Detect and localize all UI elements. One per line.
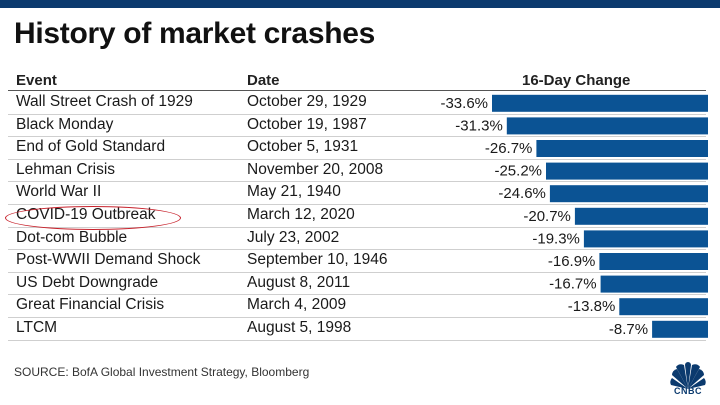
event-name: End of Gold Standard — [16, 138, 166, 156]
row-separator — [8, 136, 706, 138]
event-date: October 29, 1929 — [247, 93, 367, 110]
top-accent-bar — [0, 0, 720, 8]
event-name: Post-WWII Demand Shock — [16, 251, 201, 269]
bar — [652, 320, 708, 338]
column-header-date: Date — [247, 72, 280, 89]
event-date: May 21, 1940 — [247, 183, 341, 201]
bar-value-label: -26.7% — [485, 140, 533, 157]
table-row: End of Gold Standard October 5, 1931 — [8, 136, 706, 159]
table-row: Black Monday October 19, 1987 — [8, 114, 706, 137]
event-name: Wall Street Crash of 1929 — [16, 93, 193, 110]
event-date: March 12, 2020 — [247, 206, 355, 223]
bar-value-label: -16.7% — [549, 276, 597, 293]
bar — [599, 253, 708, 270]
bar — [574, 207, 708, 225]
row-separator — [8, 249, 706, 251]
event-name: LTCM — [16, 319, 58, 336]
column-header-change: 16-Day Change — [522, 72, 631, 89]
table-row: US Debt Downgrade August 8, 2011 — [8, 272, 706, 295]
table-row: Post-WWII Demand Shock September 10, 1946 — [8, 249, 706, 272]
bar — [492, 94, 708, 112]
source-note: SOURCE: BofA Global Investment Strategy,… — [14, 365, 310, 379]
table-row: Wall Street Crash of 1929 October 29, 192… — [8, 91, 706, 114]
bar-value-label: -8.7% — [609, 321, 648, 338]
event-date: August 5, 1998 — [247, 319, 352, 336]
row-separator — [8, 294, 706, 296]
bar — [619, 298, 708, 316]
row-separator — [8, 317, 706, 318]
event-date: October 5, 1931 — [247, 138, 359, 156]
event-date: November 20, 2008 — [247, 160, 384, 178]
table-row: Great Financial Crisis March 4, 2009 — [8, 294, 706, 317]
event-date: July 23, 2002 — [247, 228, 340, 246]
table-row: Lehman Crisis November 20, 2008 — [8, 159, 706, 182]
bar — [506, 117, 708, 135]
event-date: March 4, 2009 — [247, 296, 347, 314]
bar — [546, 162, 708, 180]
header-separator — [8, 90, 706, 91]
row-separator — [8, 113, 706, 115]
event-name: Black Monday — [16, 115, 114, 133]
bar — [536, 140, 708, 157]
bar-value-label: -24.6% — [498, 185, 546, 202]
chart-title: History of market crashes — [14, 17, 375, 50]
table-row: World War II May 21, 1940 — [8, 181, 706, 204]
event-name: Dot-com Bubble — [16, 228, 128, 246]
row-separator — [8, 271, 706, 273]
highlight-circle — [5, 206, 181, 230]
bar-value-label: -13.8% — [568, 298, 616, 315]
row-separator — [8, 339, 706, 341]
row-separator — [8, 226, 706, 228]
column-header-event: Event — [16, 72, 57, 89]
table-row: LTCM August 5, 1998 — [8, 317, 706, 340]
event-name: Lehman Crisis — [16, 160, 116, 178]
bar — [549, 185, 708, 203]
bar-value-label: -25.2% — [494, 163, 542, 180]
event-name: Great Financial Crisis — [16, 296, 165, 314]
cnbc-logo-text: CNBC — [674, 386, 702, 396]
bar-value-label: -20.7% — [523, 208, 571, 225]
table-row: Dot-com Bubble July 23, 2002 — [8, 227, 706, 250]
event-date: September 10, 1946 — [247, 251, 388, 269]
row-separator — [8, 181, 706, 183]
bar-value-label: -31.3% — [455, 117, 503, 134]
bar-value-label: -33.6% — [440, 95, 488, 112]
bar-value-label: -16.9% — [548, 253, 596, 270]
row-separator — [8, 158, 706, 160]
cnbc-peacock-logo — [670, 362, 706, 389]
event-name: World War II — [16, 183, 102, 201]
event-date: October 19, 1987 — [247, 115, 367, 133]
bar — [600, 275, 708, 293]
row-separator — [8, 204, 706, 205]
bar-value-label: -19.3% — [532, 230, 580, 247]
bar — [583, 230, 708, 248]
event-date: August 8, 2011 — [247, 273, 351, 291]
event-name: US Debt Downgrade — [16, 273, 159, 291]
